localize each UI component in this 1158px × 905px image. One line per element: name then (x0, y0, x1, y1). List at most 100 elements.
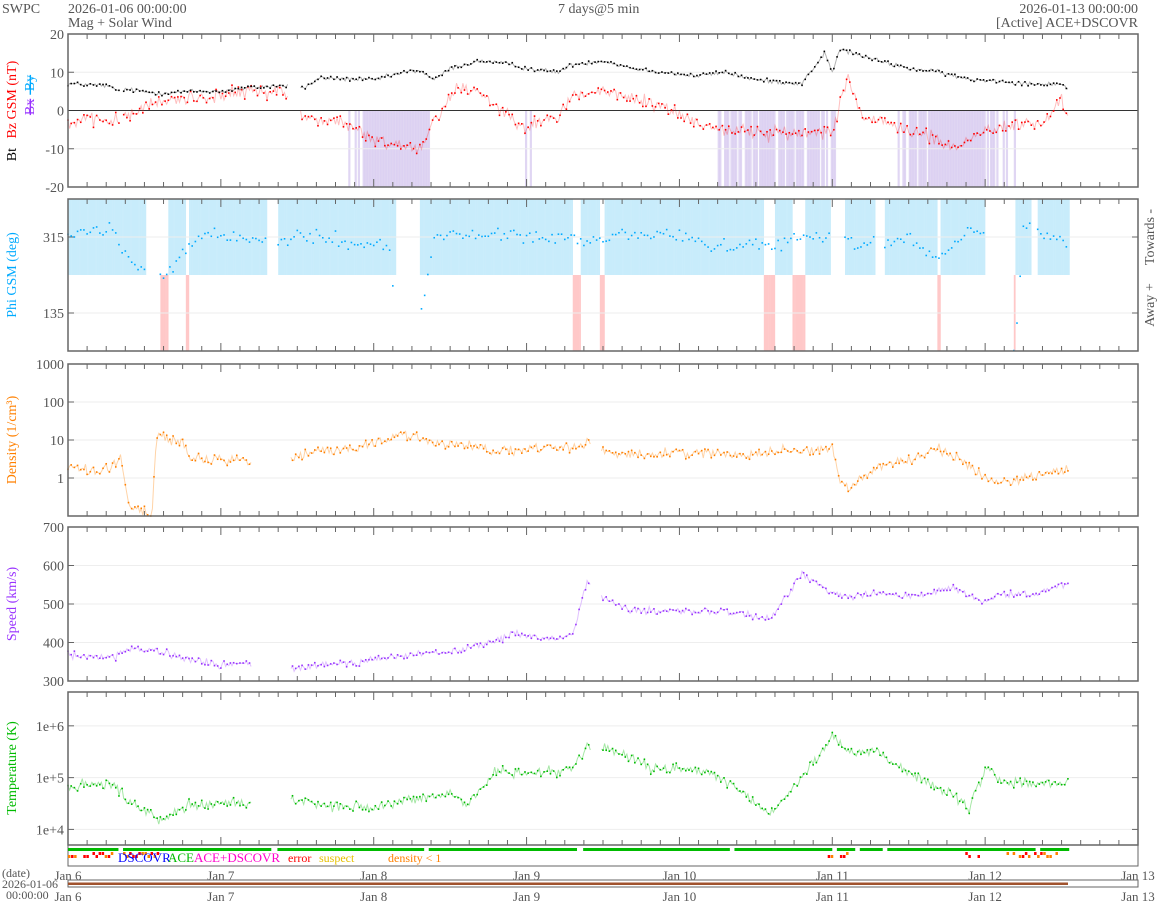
temperature-point (990, 768, 993, 770)
temperature-point (76, 790, 79, 792)
bz-point (1043, 121, 1045, 123)
temperature-point (380, 801, 383, 803)
density-point (608, 450, 611, 452)
speed-point (498, 640, 501, 642)
bz-point (982, 131, 985, 134)
phi-point (640, 231, 643, 234)
speed-point (165, 648, 168, 650)
speed-point (527, 635, 529, 637)
bz-point (361, 136, 364, 138)
bz-point (384, 144, 386, 147)
bt-point (263, 87, 265, 89)
bt-point (387, 74, 389, 77)
bz-point (89, 116, 92, 118)
bz-point (492, 103, 494, 106)
density-point (83, 468, 85, 471)
bz-point (858, 107, 861, 109)
bt-point (269, 87, 272, 89)
speed-point (431, 651, 434, 653)
speed-point (92, 656, 95, 659)
bt-point (1008, 81, 1010, 84)
speed-point (213, 664, 216, 667)
bt-point (1014, 84, 1017, 86)
density-point (191, 459, 193, 461)
bz-point (435, 115, 437, 118)
speed-point (441, 651, 443, 654)
speed-point (936, 589, 939, 592)
density-point (726, 451, 728, 453)
phi-point (611, 233, 614, 236)
phi-point (134, 263, 136, 266)
speed-point (872, 589, 875, 592)
bz-point (374, 145, 377, 148)
bz-point (126, 116, 128, 119)
bx-by-toggle[interactable]: Bx By (23, 75, 38, 115)
phi-point (538, 238, 541, 240)
mag-y-tick-label: 20 (50, 28, 64, 43)
phi-point (532, 241, 534, 243)
bz-point (626, 100, 628, 102)
phi-point (777, 239, 779, 242)
phi-point (420, 308, 423, 310)
status-flag (132, 855, 135, 858)
phi-point (716, 244, 719, 247)
phi-point (130, 261, 133, 264)
speed-point (232, 661, 235, 664)
phi-point (458, 233, 461, 235)
density-point (675, 448, 678, 451)
bz-point (173, 96, 176, 99)
temperature-point (121, 787, 123, 790)
status-ace-segment (277, 848, 425, 851)
bz-point (845, 78, 848, 81)
status-flag (1024, 852, 1028, 855)
density-point (95, 471, 98, 473)
bz-point (342, 125, 345, 128)
temperature-point (1038, 783, 1041, 785)
source-label[interactable]: [Active] ACE+DSCOVR (995, 16, 1138, 31)
bz-point (138, 107, 141, 110)
bt-point (855, 51, 857, 54)
bz-point (390, 142, 393, 145)
speed-point (748, 615, 751, 617)
temperature-point (850, 747, 853, 750)
bz-point (399, 148, 402, 150)
bz-point (333, 117, 335, 119)
density-point (463, 447, 466, 450)
temperature-point (602, 749, 604, 751)
temperature-point (524, 771, 526, 773)
phi-point (462, 237, 464, 240)
temperature-point (435, 796, 437, 799)
phi-point (210, 235, 213, 238)
bt-point (323, 77, 326, 80)
density-point (923, 456, 926, 459)
bt-point (307, 83, 310, 86)
temperature-point (723, 777, 725, 779)
density-point (643, 457, 646, 460)
temperature-point (181, 806, 184, 809)
bz-point (212, 96, 214, 99)
temperature-point (984, 766, 986, 769)
bz-point (874, 121, 877, 124)
bt-point (712, 72, 714, 74)
phi-point (392, 285, 394, 287)
temperature-point (608, 750, 611, 752)
speed-point (968, 594, 971, 597)
bz-point (118, 122, 120, 124)
bt-point (161, 94, 163, 97)
phi-point (614, 233, 617, 236)
phi-point (853, 248, 856, 250)
speed-point (812, 579, 814, 582)
phi-point (86, 233, 88, 235)
phi-point (318, 234, 321, 237)
speed-point (904, 591, 907, 594)
time-span[interactable]: 7 days@5 min (558, 2, 640, 17)
temperature-point (837, 744, 840, 746)
temperature-point (726, 787, 728, 789)
bt-point (772, 79, 775, 82)
temperature-point (1028, 780, 1031, 783)
bt-point (826, 59, 829, 62)
bt-point (135, 88, 138, 91)
speed-point (361, 660, 364, 662)
phi-point (608, 239, 611, 242)
bz-point (1062, 108, 1064, 111)
